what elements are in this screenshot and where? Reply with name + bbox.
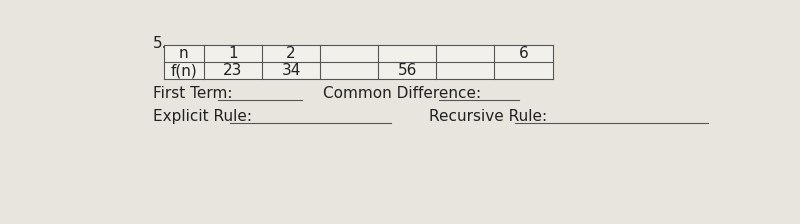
Text: 6: 6: [518, 46, 529, 61]
Text: Common Difference:: Common Difference:: [323, 86, 482, 101]
Text: Explicit Rule:: Explicit Rule:: [153, 109, 252, 124]
Text: 56: 56: [398, 63, 417, 78]
Text: f(n): f(n): [170, 63, 197, 78]
Text: 1: 1: [228, 46, 238, 61]
Text: Recursive Rule:: Recursive Rule:: [430, 109, 547, 124]
Text: First Term:: First Term:: [153, 86, 232, 101]
Bar: [163, 45, 553, 79]
Text: 5.: 5.: [153, 36, 167, 51]
Text: 23: 23: [223, 63, 242, 78]
Text: 2: 2: [286, 46, 296, 61]
Text: n: n: [179, 46, 189, 61]
Text: 34: 34: [282, 63, 301, 78]
